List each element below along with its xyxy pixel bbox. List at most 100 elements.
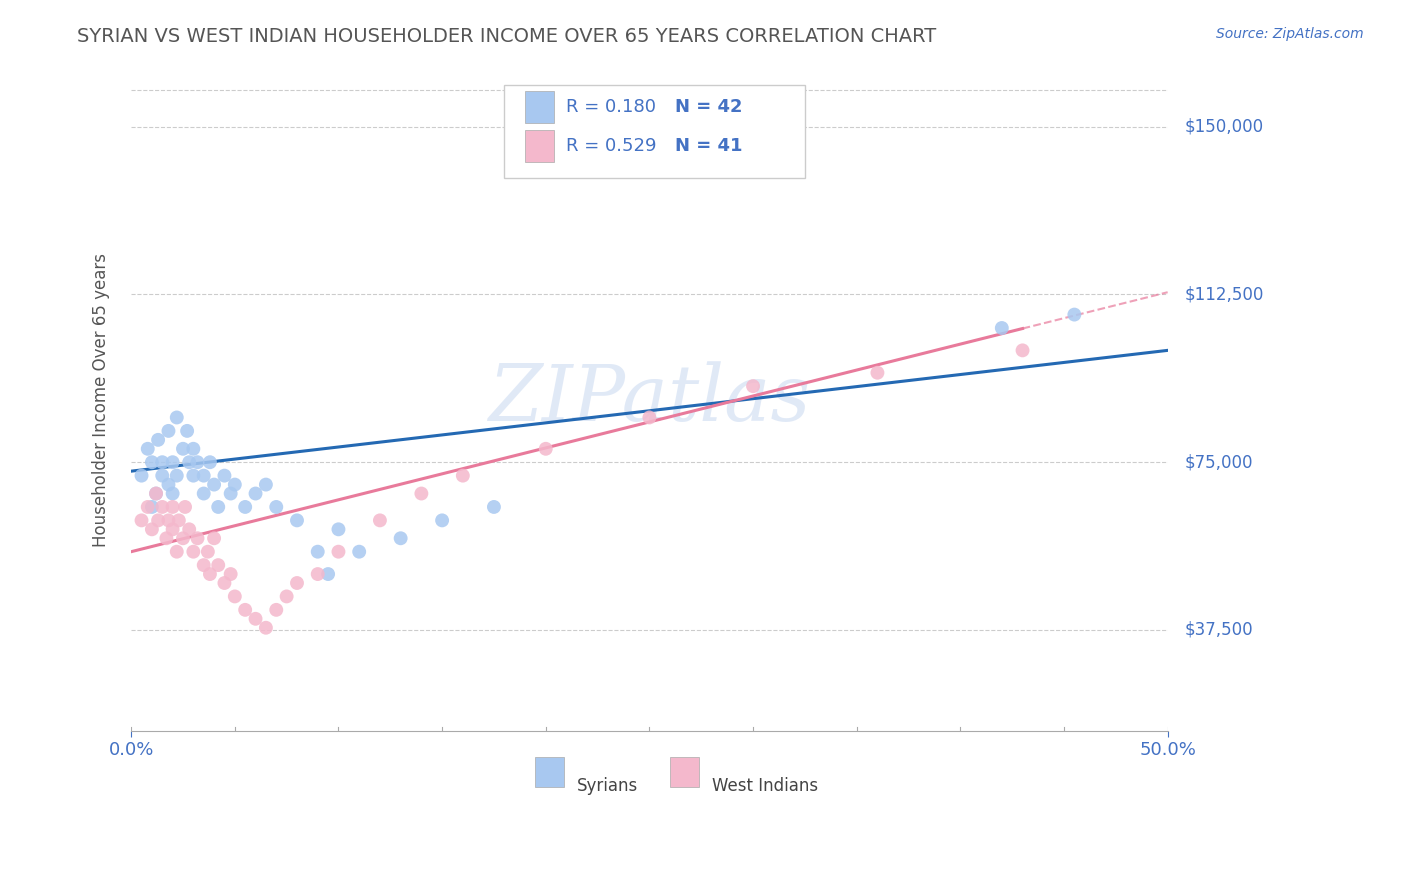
Point <box>214 468 236 483</box>
Point <box>141 500 163 514</box>
Point <box>202 477 225 491</box>
Point <box>162 486 184 500</box>
Point <box>150 500 173 514</box>
Point <box>131 513 153 527</box>
Text: $75,000: $75,000 <box>1184 453 1253 471</box>
FancyBboxPatch shape <box>524 129 554 161</box>
Point <box>219 567 242 582</box>
Point <box>991 321 1014 335</box>
Point <box>202 531 225 545</box>
Point <box>224 590 246 604</box>
Point <box>197 544 219 558</box>
Point <box>534 442 557 456</box>
Point <box>451 468 474 483</box>
Text: West Indians: West Indians <box>711 777 818 795</box>
Point <box>176 424 198 438</box>
Point <box>146 513 169 527</box>
FancyBboxPatch shape <box>524 91 554 123</box>
Point <box>157 424 180 438</box>
Point <box>1011 343 1033 358</box>
Point <box>207 558 229 573</box>
Point <box>254 621 277 635</box>
Point <box>131 468 153 483</box>
Point <box>167 513 190 527</box>
Point <box>162 500 184 514</box>
Text: N = 41: N = 41 <box>675 136 742 154</box>
Point <box>172 531 194 545</box>
Point <box>150 468 173 483</box>
Point <box>482 500 505 514</box>
Point <box>347 544 370 558</box>
Point <box>316 567 339 582</box>
Point <box>307 567 329 582</box>
Text: ZIPatlas: ZIPatlas <box>488 361 811 438</box>
FancyBboxPatch shape <box>671 757 699 787</box>
Point <box>742 379 765 393</box>
Point <box>146 433 169 447</box>
Point <box>224 477 246 491</box>
Point <box>245 612 267 626</box>
Point <box>136 500 159 514</box>
Point <box>183 442 205 456</box>
Text: $150,000: $150,000 <box>1184 118 1264 136</box>
Point <box>233 500 256 514</box>
Text: Syrians: Syrians <box>576 777 638 795</box>
Point <box>198 567 221 582</box>
Point <box>214 576 236 591</box>
Point <box>193 486 215 500</box>
FancyBboxPatch shape <box>505 85 804 178</box>
Point <box>207 500 229 514</box>
Point <box>307 544 329 558</box>
Text: $112,500: $112,500 <box>1184 285 1264 303</box>
Y-axis label: Householder Income Over 65 years: Householder Income Over 65 years <box>93 252 110 547</box>
Point <box>141 522 163 536</box>
Point <box>430 513 453 527</box>
Point <box>145 486 167 500</box>
Point <box>328 544 350 558</box>
Point <box>166 410 188 425</box>
Point <box>179 522 201 536</box>
Point <box>264 603 287 617</box>
Text: R = 0.180: R = 0.180 <box>567 98 657 116</box>
Point <box>183 468 205 483</box>
Point <box>179 455 201 469</box>
Point <box>141 455 163 469</box>
Point <box>233 603 256 617</box>
Point <box>193 468 215 483</box>
Point <box>389 531 412 545</box>
Point <box>198 455 221 469</box>
Point <box>1063 308 1085 322</box>
Point <box>368 513 391 527</box>
Point <box>157 513 180 527</box>
Point <box>219 486 242 500</box>
Point <box>150 455 173 469</box>
Point <box>136 442 159 456</box>
Point <box>254 477 277 491</box>
FancyBboxPatch shape <box>536 757 564 787</box>
Point <box>172 442 194 456</box>
Text: SYRIAN VS WEST INDIAN HOUSEHOLDER INCOME OVER 65 YEARS CORRELATION CHART: SYRIAN VS WEST INDIAN HOUSEHOLDER INCOME… <box>77 27 936 45</box>
Point <box>264 500 287 514</box>
Point <box>162 455 184 469</box>
Point <box>285 576 308 591</box>
Point <box>411 486 433 500</box>
Point <box>186 455 208 469</box>
Point <box>245 486 267 500</box>
Point <box>866 366 889 380</box>
Point <box>166 544 188 558</box>
Point <box>166 468 188 483</box>
Point <box>145 486 167 500</box>
Point <box>183 544 205 558</box>
Point <box>155 531 177 545</box>
Text: Source: ZipAtlas.com: Source: ZipAtlas.com <box>1216 27 1364 41</box>
Point <box>276 590 298 604</box>
Point <box>193 558 215 573</box>
Point <box>285 513 308 527</box>
Text: N = 42: N = 42 <box>675 98 742 116</box>
Point <box>186 531 208 545</box>
Text: R = 0.529: R = 0.529 <box>567 136 657 154</box>
Point <box>174 500 197 514</box>
Point <box>328 522 350 536</box>
Point <box>157 477 180 491</box>
Text: $37,500: $37,500 <box>1184 621 1253 639</box>
